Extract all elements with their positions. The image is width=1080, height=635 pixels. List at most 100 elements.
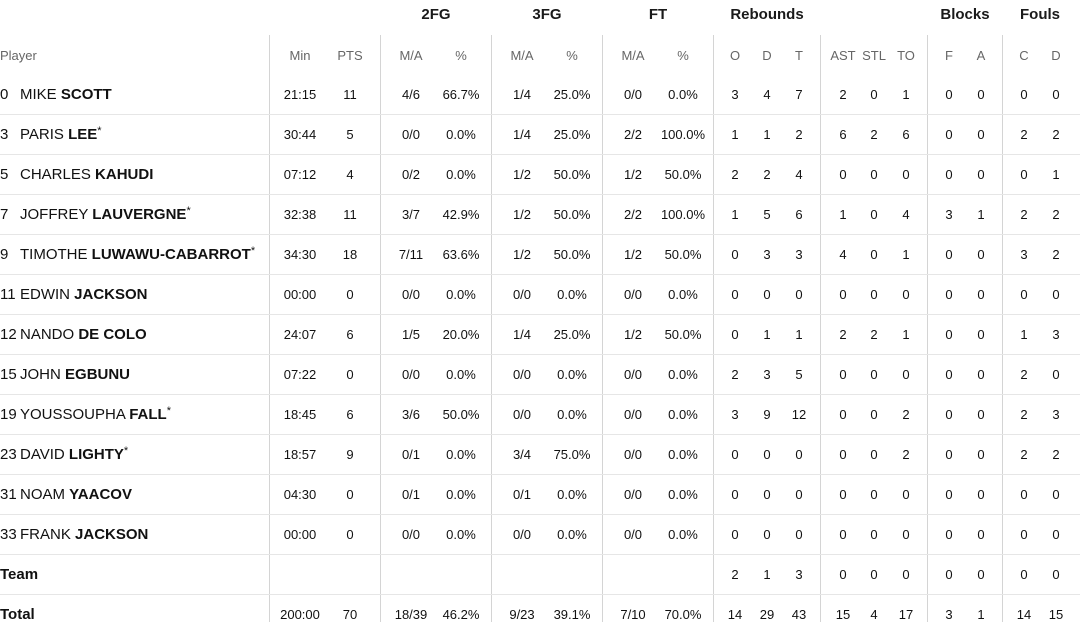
player-name[interactable]: 12 NANDO DE COLO: [0, 315, 147, 355]
stat-cell: 2: [870, 327, 878, 342]
player-row[interactable]: 0 MIKE SCOTT 21:15 11 4/6 66.7% 1/4 25.0% 0/0 0.0…: [0, 75, 1080, 115]
column-header: A: [976, 48, 986, 63]
stat-cell: 1/2: [512, 207, 532, 222]
stat-cell: 1: [902, 87, 910, 102]
group-header-reb: Rebounds: [730, 6, 804, 23]
stat-cell: 1/2: [623, 167, 643, 182]
stat-cell: 2: [902, 447, 910, 462]
stat-cell: 70: [342, 607, 358, 622]
starter-mark: *: [123, 445, 129, 457]
stat-cell: 2: [731, 567, 739, 582]
player-first-name: NANDO: [20, 326, 75, 343]
player-row[interactable]: 3 PARIS LEE* 30:44 5 0/0 0.0% 1/4 25.0% 2/2 100.0…: [0, 115, 1080, 155]
player-row[interactable]: 23 DAVID LIGHTY* 18:57 9 0/1 0.0% 3/4 75.0% 0/0 0…: [0, 435, 1080, 475]
stat-cell: 0: [731, 247, 739, 262]
stat-cell: 0: [839, 487, 847, 502]
player-row[interactable]: 12 NANDO DE COLO 24:07 6 1/5 20.0% 1/4 25.0% 1/2…: [0, 315, 1080, 355]
player-number: 15: [0, 366, 17, 383]
column-header: STL: [862, 48, 886, 63]
stat-cell: 0: [945, 247, 953, 262]
player-name[interactable]: 7 JOFFREY LAUVERGNE*: [0, 195, 191, 235]
stat-cell: 0: [1020, 167, 1028, 182]
stat-cell: 0.0%: [557, 527, 587, 542]
player-name[interactable]: 33 FRANK JACKSON: [0, 515, 148, 555]
stat-cell: 0: [945, 87, 953, 102]
stat-cell: 0.0%: [668, 407, 698, 422]
stat-cell: 0.0%: [446, 287, 476, 302]
stat-cell: 1: [839, 207, 847, 222]
stat-cell: 0: [1052, 567, 1060, 582]
stat-cell: 34:30: [283, 247, 317, 262]
stat-cell: 1: [795, 327, 803, 342]
player-name[interactable]: 15 JOHN EGBUNU: [0, 355, 130, 395]
stat-cell: 2: [1052, 127, 1060, 142]
player-name[interactable]: 19 YOUSSOUPHA FALL*: [0, 395, 171, 435]
player-number: 5: [0, 166, 9, 183]
stat-cell: 0: [945, 407, 953, 422]
player-row[interactable]: 15 JOHN EGBUNU 07:22 0 0/0 0.0% 0/0 0.0% 0/0 0.0%…: [0, 355, 1080, 395]
player-row[interactable]: 19 YOUSSOUPHA FALL* 18:45 6 3/6 50.0% 0/0 0.0% 0…: [0, 395, 1080, 435]
stat-cell: 0: [346, 367, 354, 382]
stat-cell: 11: [343, 207, 357, 222]
stat-cell: 0: [731, 327, 739, 342]
player-row[interactable]: 7 JOFFREY LAUVERGNE* 32:38 11 3/7 42.9% 1/2 50.…: [0, 195, 1080, 235]
stat-cell: 0: [977, 87, 985, 102]
group-header-fls: Fouls: [1020, 6, 1060, 23]
stat-cell: 0: [1052, 527, 1060, 542]
stat-cell: 2: [1020, 127, 1028, 142]
stat-cell: 0: [945, 287, 953, 302]
stat-cell: 3: [763, 247, 771, 262]
stat-cell: 0: [870, 87, 878, 102]
column-header: M/A: [621, 48, 645, 63]
column-divider: [269, 35, 270, 622]
player-name[interactable]: 0 MIKE SCOTT: [0, 75, 112, 115]
stat-cell: 3/4: [512, 447, 532, 462]
stat-cell: 3: [1052, 327, 1060, 342]
stat-cell: 100.0%: [660, 207, 706, 222]
stat-cell: 21:15: [283, 87, 317, 102]
stat-cell: 7: [795, 87, 803, 102]
stat-cell: 0: [731, 287, 739, 302]
player-row[interactable]: 5 CHARLES KAHUDI 07:12 4 0/2 0.0% 1/2 50.0% 1/2 5…: [0, 155, 1080, 195]
stat-cell: 2: [1020, 207, 1028, 222]
stat-cell: 1/2: [512, 247, 532, 262]
stat-cell: 0: [1052, 87, 1060, 102]
stat-cell: 25.0%: [553, 87, 591, 102]
stat-cell: 0: [977, 527, 985, 542]
stat-cell: 14: [1016, 607, 1032, 622]
player-name[interactable]: 9 TIMOTHE LUWAWU-CABARROT*: [0, 235, 255, 275]
player-last-name: SCOTT: [60, 86, 112, 103]
player-name[interactable]: 31 NOAM YAACOV: [0, 475, 132, 515]
stat-cell: 0: [795, 287, 803, 302]
player-name[interactable]: 23 DAVID LIGHTY*: [0, 435, 128, 475]
stat-cell: 0: [763, 287, 771, 302]
stat-cell: 0: [870, 527, 878, 542]
stat-cell: 0: [731, 527, 739, 542]
player-name[interactable]: 5 CHARLES KAHUDI: [0, 155, 153, 195]
stat-cell: 0.0%: [446, 447, 476, 462]
stat-cell: 5: [346, 127, 354, 142]
stat-cell: 0.0%: [668, 447, 698, 462]
player-name[interactable]: 11 EDWIN JACKSON: [0, 275, 148, 315]
stat-cell: 0: [795, 447, 803, 462]
player-row[interactable]: 33 FRANK JACKSON 00:00 0 0/0 0.0% 0/0 0.0% 0/0 0.…: [0, 515, 1080, 555]
group-header-ft: FT: [648, 6, 668, 23]
stat-cell: 1/5: [401, 327, 421, 342]
player-number: 12: [0, 326, 17, 343]
stat-cell: 0: [870, 487, 878, 502]
player-name[interactable]: 3 PARIS LEE*: [0, 115, 102, 155]
stat-cell: 6: [795, 207, 803, 222]
stat-cell: 20.0%: [442, 327, 480, 342]
stat-cell: 0: [977, 407, 985, 422]
stat-cell: 0: [1052, 287, 1060, 302]
stat-cell: 0: [346, 527, 354, 542]
stat-cell: 3: [731, 87, 739, 102]
stat-cell: 50.0%: [664, 327, 702, 342]
starter-mark: *: [250, 245, 256, 257]
starter-mark: *: [186, 205, 191, 217]
stat-cell: 24:07: [283, 327, 317, 342]
player-row[interactable]: 31 NOAM YAACOV 04:30 0 0/1 0.0% 0/1 0.0% 0/0 0.0%…: [0, 475, 1080, 515]
player-row[interactable]: 11 EDWIN JACKSON 00:00 0 0/0 0.0% 0/0 0.0% 0/0 0.…: [0, 275, 1080, 315]
player-row[interactable]: 9 TIMOTHE LUWAWU-CABARROT* 34:30 18 7/11 63.6…: [0, 235, 1080, 275]
stat-cell: 4/6: [401, 87, 421, 102]
